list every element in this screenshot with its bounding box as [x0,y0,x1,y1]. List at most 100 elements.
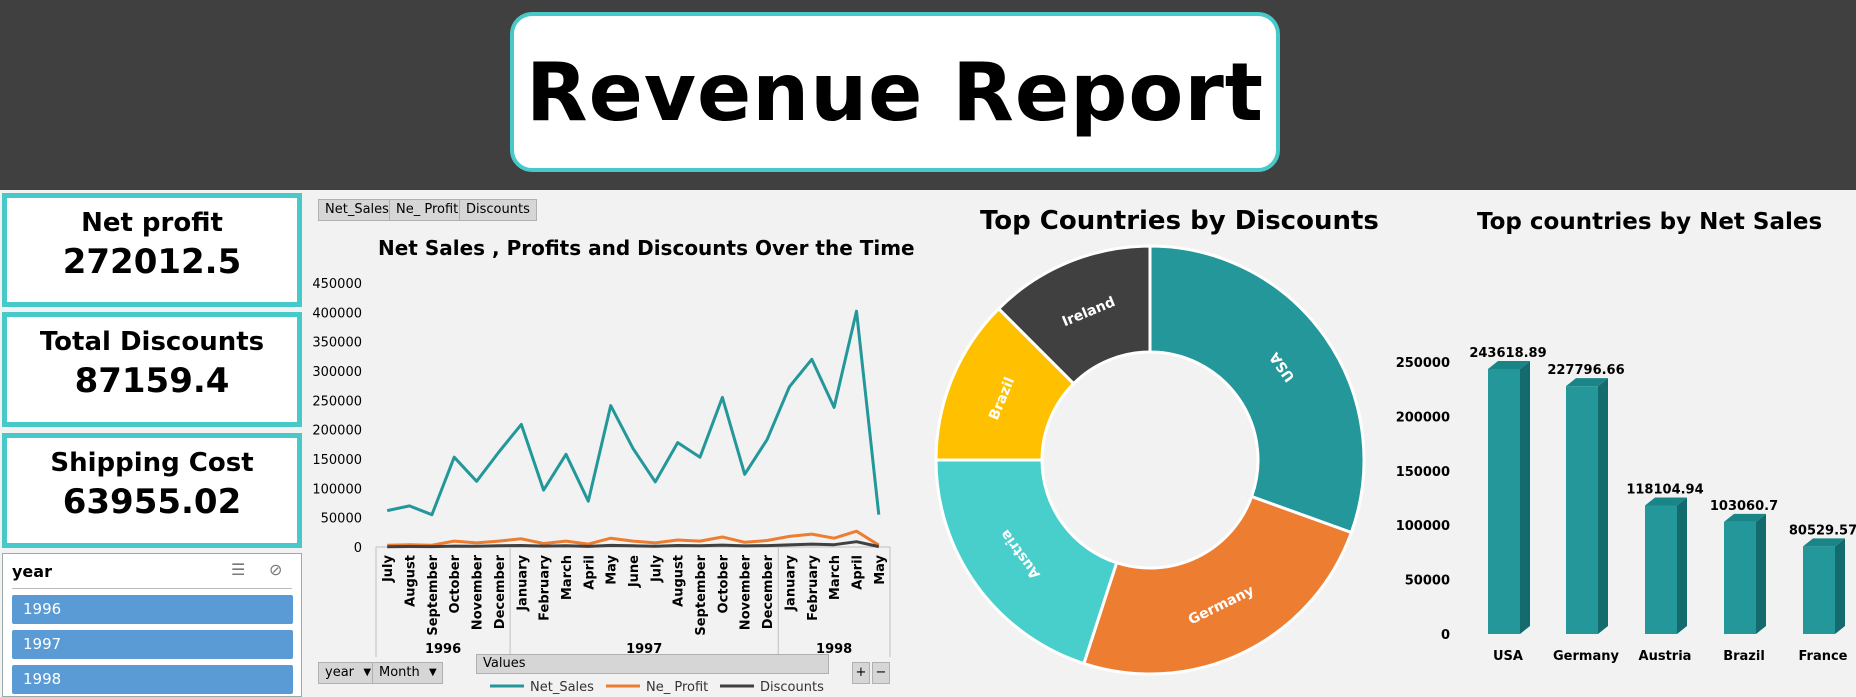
kpi-total-discounts: Total Discounts 87159.4 [2,312,302,427]
bar-top [1645,497,1687,506]
x-tick-label: May [605,554,620,584]
y-tick-label: 100000 [1396,519,1450,534]
expand-button[interactable]: + [852,662,870,684]
dropdown-arrow-icon[interactable]: ▼ [429,667,437,678]
y-tick-label: 150000 [1396,465,1450,480]
donut-chart-title: Top Countries by Discounts [980,206,1379,236]
report-title: Revenue Report [525,45,1265,139]
multi-select-icon[interactable]: ☰ [231,560,246,579]
x-tick-label: November [739,554,754,630]
kpi-label: Net profit [81,208,223,238]
y-tick-label: 400000 [312,306,362,321]
field-button-net-sales[interactable]: Net_Sales [318,199,396,221]
donut-slice-ireland [996,244,1152,386]
donut-slice-usa [1148,244,1366,535]
bar-chart-title: Top countries by Net Sales [1477,209,1823,235]
y-tick-label: 50000 [321,512,362,527]
x-tick-label: January [783,554,798,611]
slicer-item-1998[interactable]: 1998 [12,665,293,694]
x-tick-label: March [560,555,575,600]
x-tick-label: April [582,555,597,590]
bar-value-label: 243618.89 [1469,346,1546,361]
bar-front [1488,368,1520,634]
clear-filter-icon[interactable]: ⊘ [269,560,283,579]
collapse-button[interactable]: − [872,662,890,684]
bar-front [1724,521,1756,634]
line-chart-title: Net Sales , Profits and Discounts Over t… [378,236,915,260]
field-button-month[interactable]: Month ▼ [372,662,443,684]
bar-top [1566,378,1608,387]
x-tick-label: October [716,554,731,613]
y-tick-label: 100000 [312,482,362,497]
line-chart: 450000 400000 350000 300000 250000 200000 1500… [312,277,891,695]
legend-label: Discounts [760,680,824,695]
x-tick-label: February [538,554,553,620]
x-tick-label: November [471,554,486,630]
bar-side [1677,497,1687,634]
kpi-shipping-cost: Shipping Cost 63955.02 [2,433,302,548]
bar-side [1598,378,1608,634]
year-group-label: 1997 [626,642,662,657]
legend-label: Ne_ Profit [646,680,708,695]
donut-slice-germany [1081,494,1354,676]
bar-top [1724,513,1766,522]
dropdown-arrow-icon[interactable]: ▼ [363,667,372,678]
field-button-year[interactable]: year ▼ [318,662,378,684]
bar-side [1520,360,1530,634]
y-tick-label: 0 [354,541,362,556]
series-line-discounts [387,540,880,549]
donut-slice-austria [934,458,1119,666]
slicer-item-1997[interactable]: 1997 [12,630,293,659]
bar-value-label: 118104.94 [1626,483,1703,498]
x-tick-label: September [694,554,709,635]
x-tick-label: August [404,555,419,607]
year-group-label: 1998 [816,642,852,657]
field-button-discounts[interactable]: Discounts [459,199,537,221]
bar-top [1803,538,1845,547]
bar-value-label: 103060.7 [1710,499,1778,514]
y-tick-label: 300000 [312,365,362,380]
kpi-value: 272012.5 [62,242,242,282]
bar-side [1756,513,1766,634]
x-tick-label: September [426,554,441,635]
y-tick-label: 200000 [1396,410,1450,425]
field-button-label: year [325,665,355,680]
field-button-label: Month [379,665,420,680]
x-tick-label: October [448,554,463,613]
x-tick-label: May [873,554,888,584]
report-title-box: Revenue Report [510,12,1280,172]
y-tick-label: 200000 [312,424,362,439]
x-tick-label: February [806,554,821,620]
series-line-neprofit [387,529,880,547]
x-tick-label: July [381,554,396,583]
header-banner: Revenue Report [0,0,1856,190]
y-tick-label: 50000 [1405,574,1450,589]
bar-value-label: 227796.66 [1547,363,1624,378]
bar-front [1566,386,1598,634]
y-tick-label: 0 [1441,628,1450,643]
x-tick-label: December [761,554,776,629]
bar-chart: 250000 200000 150000 100000 50000 0 243618.89 U… [1396,346,1856,664]
y-tick-label: 250000 [312,394,362,409]
bar-side [1835,538,1845,634]
x-tick-label: July [649,554,664,583]
slicer-item-1996[interactable]: 1996 [12,595,293,624]
year-slicer[interactable]: year ☰ ⊘ 1996 1997 1998 [2,553,302,697]
kpi-label: Shipping Cost [50,448,254,478]
series-line-netsales [386,309,881,517]
y-tick-label: 250000 [1396,356,1450,371]
values-field-area[interactable]: Values [476,654,829,674]
x-tick-label: December [493,554,508,629]
kpi-net-profit: Net profit 272012.5 [2,193,302,307]
x-tick-label: USA [1493,649,1523,664]
year-group-label: 1996 [425,642,461,657]
x-tick-label: April [850,555,865,590]
field-button-profit[interactable]: Ne_ Profit [389,199,466,221]
x-tick-label: August [672,555,687,607]
slicer-divider [12,588,292,589]
y-tick-label: 150000 [312,453,362,468]
kpi-value: 87159.4 [74,361,230,401]
x-tick-label: Germany [1553,649,1619,664]
y-tick-label: 350000 [312,336,362,351]
